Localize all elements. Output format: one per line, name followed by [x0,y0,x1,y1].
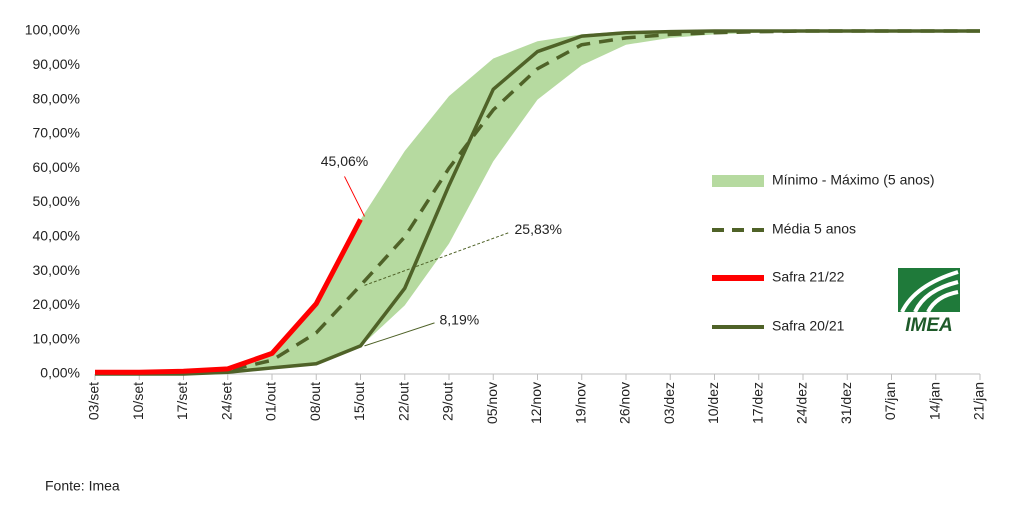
x-tick-label: 31/dez [838,382,854,424]
source: Fonte: Imea [45,478,120,494]
legend-label: Média 5 anos [772,221,856,237]
logo-text: IMEA [905,315,953,336]
y-tick-label: 70,00% [33,125,80,141]
x-tick-label: 17/set [174,382,190,420]
x-tick-label: 22/out [395,382,411,421]
logo-stripes [900,270,959,313]
y-tick-label: 0,00% [40,365,80,381]
data-label: 25,83% [515,221,562,237]
x-tick-label: 12/nov [528,382,544,424]
y-tick-label: 10,00% [33,330,80,346]
leader-line [364,322,435,347]
y-tick-label: 90,00% [33,56,80,72]
series-line [95,218,363,375]
x-tick-label: 15/out [351,382,367,421]
x-tick-label: 10/dez [705,382,721,424]
y-tick-label: 60,00% [33,159,80,175]
x-tick-label: 05/nov [484,382,500,424]
leader-line [364,231,510,286]
y-tick-label: 20,00% [33,296,80,312]
x-tick-label: 21/jan [971,382,987,420]
x-tick-label: 10/set [130,382,146,420]
x-tick-label: 26/nov [617,382,633,424]
legend-label: Safra 20/21 [772,318,845,334]
x-tick-label: 07/jan [882,382,898,420]
x-tick-label: 01/out [263,382,279,421]
x-tick-label: 19/nov [572,382,588,424]
x-tick-label: 29/out [440,382,456,421]
x-tick-label: 08/out [307,382,323,421]
x-tick-label: 17/dez [749,382,765,424]
legend-label: Mínimo - Máximo (5 anos) [772,172,935,188]
x-tick-label: 24/dez [794,382,810,424]
series-line [95,29,980,376]
leader-line [344,176,365,217]
y-tick-label: 30,00% [33,262,80,278]
x-tick-label: 03/set [86,382,102,420]
data-label: 8,19% [440,312,480,328]
legend-label: Safra 21/22 [772,269,845,285]
data-label: 45,06% [321,153,368,169]
x-tick-label: 14/jan [926,382,942,420]
x-tick-label: 24/set [218,382,234,420]
min-max-band [95,31,980,374]
y-tick-label: 40,00% [33,228,80,244]
legend-swatch [712,175,764,187]
x-tick-label: 03/dez [661,382,677,424]
y-tick-label: 100,00% [25,22,80,38]
y-tick-label: 50,00% [33,193,80,209]
y-tick-label: 80,00% [33,90,80,106]
logo: IMEA [898,268,960,336]
